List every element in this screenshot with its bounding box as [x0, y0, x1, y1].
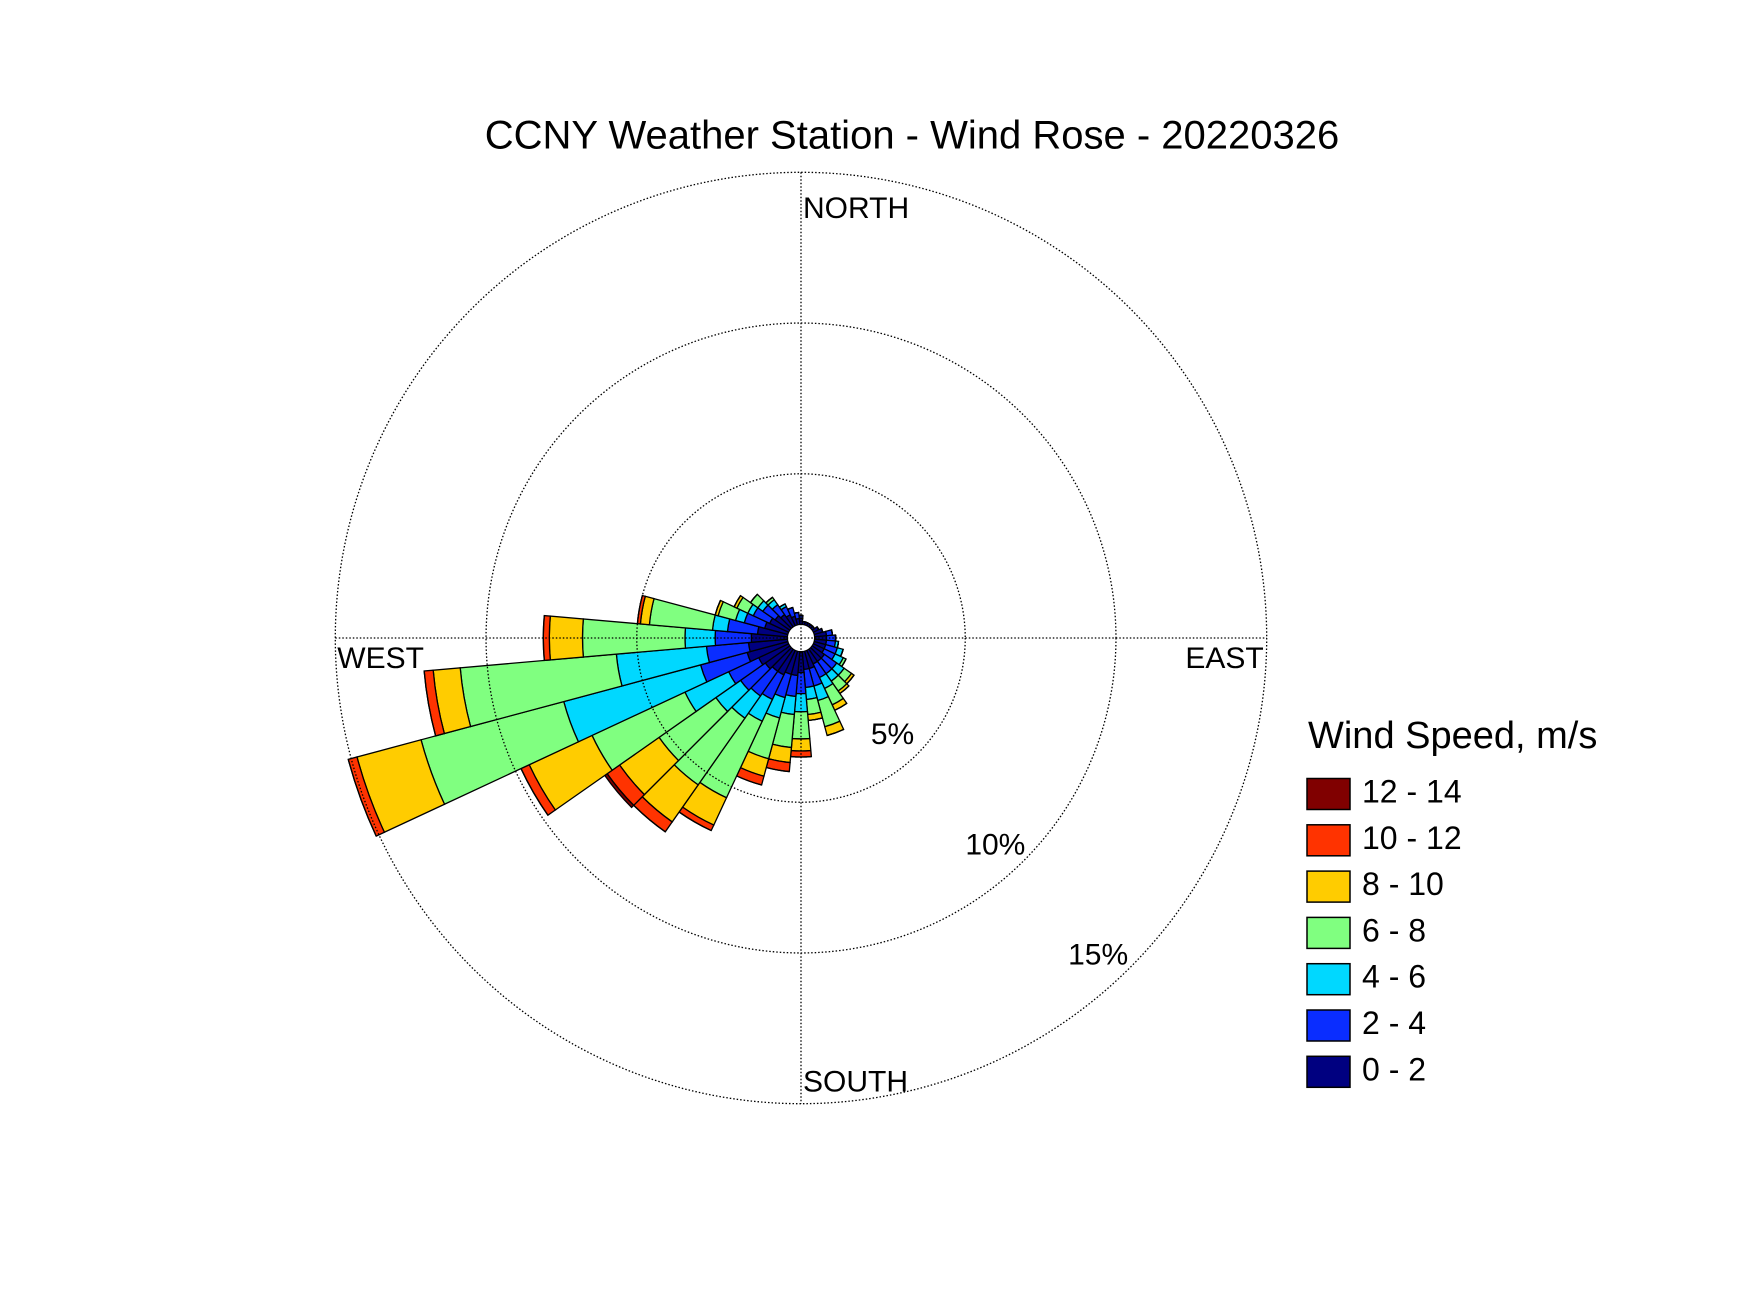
- wedge: [749, 593, 758, 603]
- legend-swatch: [1306, 1055, 1351, 1089]
- legend-label: 4 - 6: [1362, 959, 1426, 995]
- wedge: [765, 596, 773, 604]
- direction-label: EAST: [1185, 642, 1263, 675]
- direction-label: WEST: [337, 642, 424, 675]
- direction-label: NORTH: [803, 192, 909, 225]
- wedge: [423, 670, 437, 737]
- legend-label: 12 - 14: [1362, 773, 1462, 809]
- chart-title: CCNY Weather Station - Wind Rose - 20220…: [485, 114, 1340, 158]
- legend-swatch: [1306, 777, 1351, 811]
- legend-label: 8 - 10: [1362, 866, 1444, 902]
- legend-label: 6 - 8: [1362, 912, 1426, 948]
- legend-swatch: [1306, 1009, 1351, 1042]
- direction-label: SOUTH: [803, 1066, 908, 1099]
- legend-label: 2 - 4: [1362, 1005, 1426, 1041]
- wedge: [794, 611, 799, 614]
- r-tick-label: 5%: [871, 718, 914, 751]
- r-tick-label: 15%: [1068, 939, 1128, 972]
- wedge: [787, 606, 794, 610]
- legend-label: 0 - 2: [1362, 1051, 1426, 1087]
- wedge: [779, 603, 786, 608]
- legend-swatch: [1306, 916, 1351, 950]
- legend-swatch: [1306, 870, 1351, 903]
- legend-title: Wind Speed, m/s: [1308, 715, 1597, 757]
- legend-swatch: [1306, 962, 1351, 996]
- r-tick-label: 10%: [965, 828, 1025, 861]
- wedge: [733, 595, 742, 608]
- wedges: [347, 593, 855, 837]
- legend-swatch: [1306, 824, 1351, 857]
- legend-label: 10 - 12: [1362, 820, 1462, 856]
